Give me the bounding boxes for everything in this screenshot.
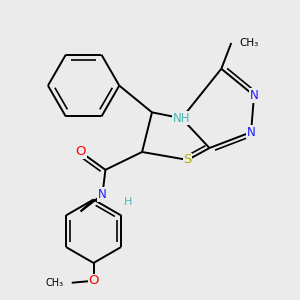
Text: CH₃: CH₃	[46, 278, 64, 288]
Text: S: S	[184, 153, 192, 167]
Text: NH: NH	[173, 112, 190, 125]
Text: CH₃: CH₃	[239, 38, 258, 48]
Text: N: N	[250, 89, 258, 102]
Text: N: N	[247, 126, 255, 139]
Text: O: O	[75, 146, 86, 158]
Text: O: O	[88, 274, 99, 287]
Text: N: N	[98, 188, 107, 201]
Text: H: H	[124, 196, 132, 206]
